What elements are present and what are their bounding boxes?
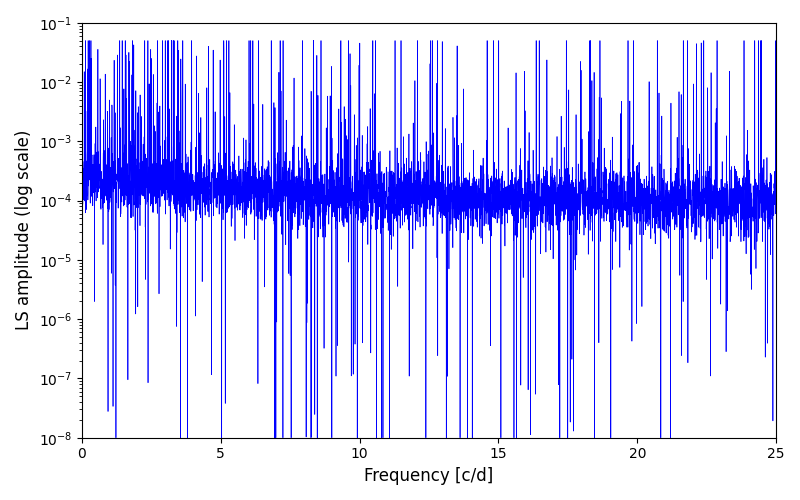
Y-axis label: LS amplitude (log scale): LS amplitude (log scale): [15, 130, 33, 330]
X-axis label: Frequency [c/d]: Frequency [c/d]: [364, 467, 494, 485]
